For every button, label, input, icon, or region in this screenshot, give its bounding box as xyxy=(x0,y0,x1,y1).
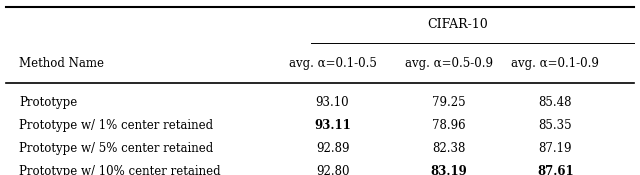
Text: Prototype w/ 1% center retained: Prototype w/ 1% center retained xyxy=(19,119,213,132)
Text: 87.19: 87.19 xyxy=(538,142,572,155)
Text: avg. α=0.1-0.5: avg. α=0.1-0.5 xyxy=(289,57,376,70)
Text: 85.48: 85.48 xyxy=(538,96,572,108)
Text: Method Name: Method Name xyxy=(19,57,104,70)
Text: 83.19: 83.19 xyxy=(430,165,467,175)
Text: Prototype w/ 10% center retained: Prototype w/ 10% center retained xyxy=(19,165,221,175)
Text: 78.96: 78.96 xyxy=(432,119,465,132)
Text: 87.61: 87.61 xyxy=(537,165,573,175)
Text: 82.38: 82.38 xyxy=(432,142,465,155)
Text: Prototype: Prototype xyxy=(19,96,77,108)
Text: 79.25: 79.25 xyxy=(432,96,465,108)
Text: 93.11: 93.11 xyxy=(314,119,351,132)
Text: 85.35: 85.35 xyxy=(538,119,572,132)
Text: 93.10: 93.10 xyxy=(316,96,349,108)
Text: avg. α=0.1-0.9: avg. α=0.1-0.9 xyxy=(511,57,599,70)
Text: Prototype w/ 5% center retained: Prototype w/ 5% center retained xyxy=(19,142,213,155)
Text: 92.80: 92.80 xyxy=(316,165,349,175)
Text: avg. α=0.5-0.9: avg. α=0.5-0.9 xyxy=(404,57,493,70)
Text: CIFAR-10: CIFAR-10 xyxy=(428,18,488,31)
Text: 92.89: 92.89 xyxy=(316,142,349,155)
